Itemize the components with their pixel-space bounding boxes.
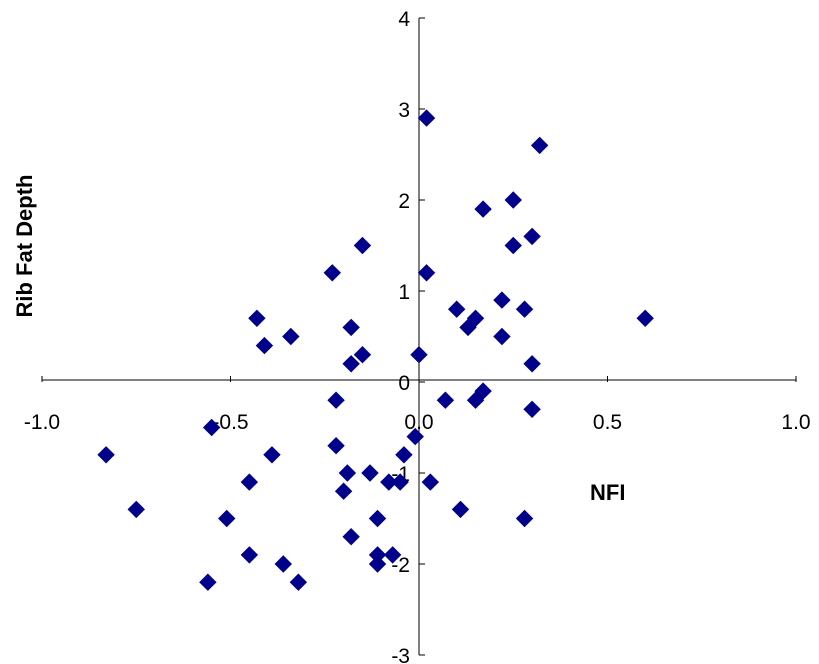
- y-axis-title: Rib Fat Depth: [12, 175, 37, 318]
- data-point: [474, 200, 492, 218]
- y-tick-label: 3: [398, 99, 410, 122]
- data-point: [395, 446, 413, 464]
- data-point: [523, 355, 541, 373]
- data-point: [451, 500, 470, 519]
- data-point: [380, 473, 398, 491]
- data-point: [338, 464, 357, 482]
- y-tick-label: 4: [398, 8, 410, 31]
- x-axis-title: NFI: [590, 480, 625, 505]
- y-ticks: -3-2-101234: [391, 8, 425, 664]
- data-point: [361, 464, 379, 482]
- data-point: [523, 400, 541, 419]
- y-tick-label: 2: [398, 190, 410, 213]
- data-point: [202, 418, 221, 437]
- data-point: [199, 573, 217, 591]
- data-point: [383, 546, 402, 564]
- data-point: [342, 527, 360, 546]
- x-ticks: -1.0 -0.5 0.0 0.5 1.0: [24, 376, 811, 434]
- data-point: [436, 391, 455, 409]
- data-point: [466, 391, 485, 409]
- data-point: [504, 191, 522, 209]
- data-point: [289, 573, 308, 591]
- y-tick-label: -3: [391, 645, 410, 664]
- data-point: [342, 318, 360, 337]
- data-point: [417, 264, 436, 282]
- data-point: [459, 318, 477, 337]
- data-point: [240, 546, 259, 564]
- data-point: [410, 345, 428, 364]
- data-point: [334, 482, 353, 500]
- data-point: [240, 473, 259, 491]
- x-tick-label: 0.0: [404, 411, 433, 434]
- data-point: [447, 300, 466, 318]
- data-point: [417, 109, 436, 127]
- data-point: [493, 291, 511, 309]
- data-point: [515, 509, 534, 528]
- data-point: [421, 473, 440, 491]
- data-point: [255, 336, 274, 355]
- data-point: [323, 264, 341, 282]
- y-tick-label: 1: [398, 281, 410, 304]
- data-point: [127, 500, 145, 519]
- data-point: [282, 327, 300, 346]
- data-point: [353, 236, 372, 255]
- x-tick-label: 0.5: [593, 411, 622, 434]
- data-point: [636, 309, 654, 328]
- data-point: [274, 555, 292, 573]
- data-point: [218, 509, 236, 528]
- data-point: [353, 345, 372, 364]
- data-point: [406, 427, 424, 446]
- data-point: [530, 136, 549, 155]
- x-tick-label: 1.0: [781, 411, 810, 434]
- x-tick-label: -0.5: [212, 411, 248, 434]
- data-point: [504, 236, 522, 255]
- data-point: [368, 509, 387, 528]
- data-point: [97, 446, 115, 464]
- data-point: [523, 227, 541, 246]
- data-point: [263, 446, 281, 464]
- data-point: [368, 555, 387, 573]
- data-point: [327, 436, 345, 455]
- data-point: [515, 300, 534, 318]
- data-point: [248, 309, 266, 328]
- x-tick-label: -1.0: [24, 411, 60, 434]
- data-point: [327, 391, 345, 409]
- data-points: [97, 109, 654, 591]
- y-tick-label: 0: [398, 372, 410, 395]
- data-point: [342, 355, 360, 373]
- data-point: [493, 327, 511, 346]
